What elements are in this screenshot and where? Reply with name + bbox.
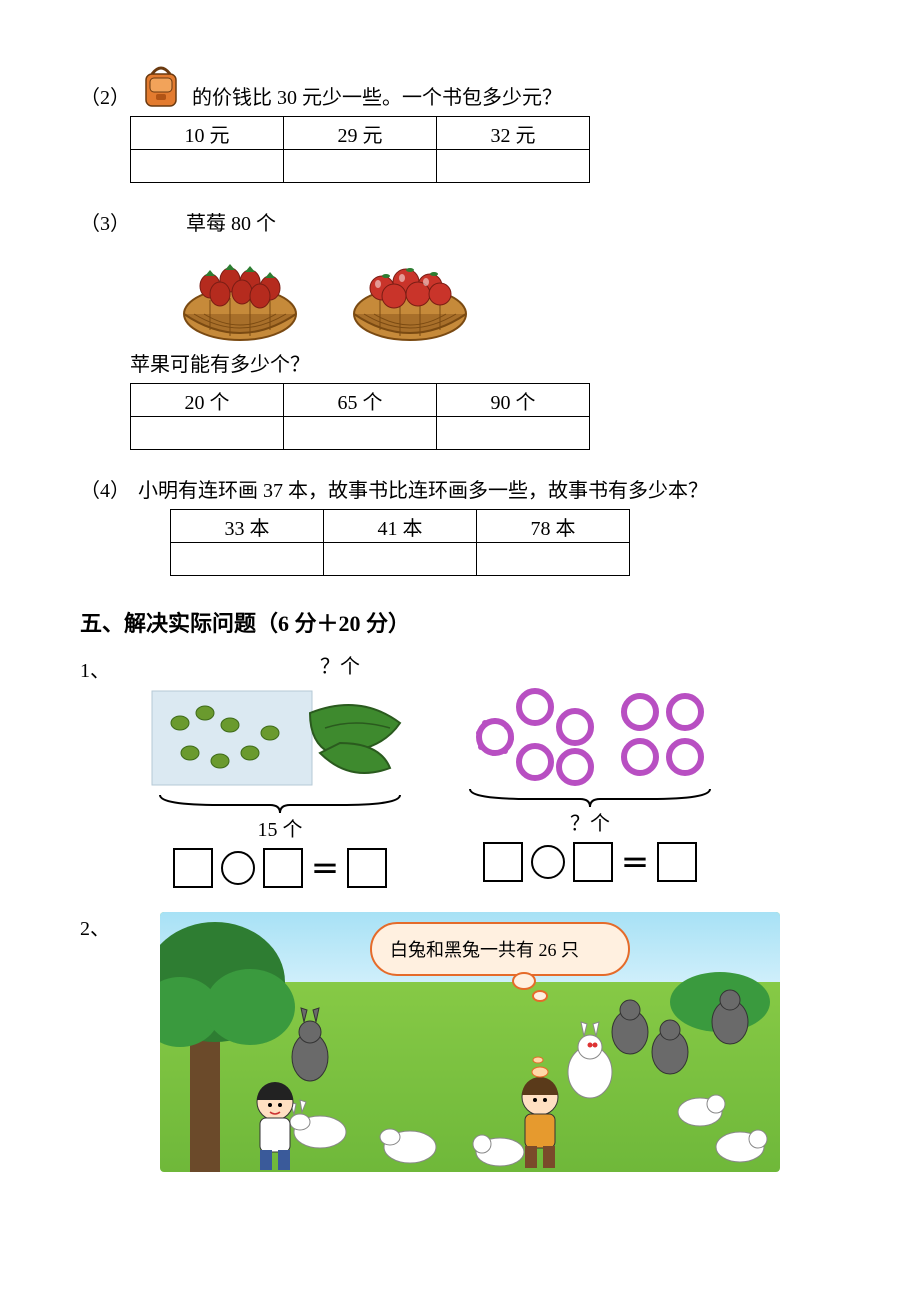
q4-text: 小明有连环画 37 本，故事书比连环画多一些，故事书有多少本？ bbox=[138, 474, 708, 503]
q2-number: （2） bbox=[80, 81, 130, 110]
q2-opt-1: 10 元 bbox=[131, 117, 284, 150]
q2-blank-1[interactable] bbox=[131, 150, 284, 183]
q4-opt-1: 33 本 bbox=[171, 510, 324, 543]
q3-number: （3） bbox=[80, 207, 130, 236]
question-2: （2） 的价钱比 30 元少一些。一个书包多少元？ 10 元 29 元 32 元 bbox=[80, 60, 840, 183]
q4-blank-2[interactable] bbox=[324, 543, 477, 576]
speech-bubble: 白兔和黑兔一共有 26 只 bbox=[370, 922, 630, 976]
rabbit-scene: 白兔和黑兔一共有 26 只 bbox=[160, 912, 780, 1172]
q3-question: 苹果可能有多少个？ bbox=[130, 348, 840, 377]
q4-blank-3[interactable] bbox=[477, 543, 630, 576]
q2-opt-2: 29 元 bbox=[284, 117, 437, 150]
q3-row: （3） 草莓 80 个 bbox=[80, 207, 840, 236]
p1-right-group: ？个 ＝ bbox=[460, 650, 720, 882]
section-5-title: 五、解决实际问题（6 分＋20 分） bbox=[80, 606, 840, 638]
q2-text: 的价钱比 30 元少一些。一个书包多少元？ bbox=[192, 81, 562, 110]
q2-blank-2[interactable] bbox=[284, 150, 437, 183]
baskets-row bbox=[170, 242, 840, 342]
eq-box[interactable] bbox=[483, 842, 523, 882]
eq-box[interactable] bbox=[347, 848, 387, 888]
p1-left-group: ？个 bbox=[150, 650, 410, 888]
question-3: （3） 草莓 80 个 bbox=[80, 207, 840, 450]
p1-left-top-label: ？个 bbox=[320, 650, 360, 679]
q3-table: 20 个 65 个 90 个 bbox=[130, 383, 590, 450]
problem-1: 1、 ？个 bbox=[80, 650, 840, 888]
q2-table: 10 元 29 元 32 元 bbox=[130, 116, 590, 183]
p1-left-bottom-label: 15 个 bbox=[258, 813, 303, 842]
eq-op[interactable] bbox=[221, 851, 255, 885]
p1-right-bottom-label: ？个 bbox=[570, 807, 610, 836]
p1-number: 1、 bbox=[80, 654, 110, 683]
q2-blank-3[interactable] bbox=[437, 150, 590, 183]
p2-number: 2、 bbox=[80, 912, 110, 941]
eq-box[interactable] bbox=[173, 848, 213, 888]
q4-number: （4） bbox=[80, 474, 130, 503]
q2-row: （2） 的价钱比 30 元少一些。一个书包多少元？ bbox=[80, 60, 840, 110]
q3-blank-2[interactable] bbox=[284, 417, 437, 450]
q4-table: 33 本 41 本 78 本 bbox=[170, 509, 630, 576]
eq-box[interactable] bbox=[263, 848, 303, 888]
q3-blank-3[interactable] bbox=[437, 417, 590, 450]
apple-basket-icon bbox=[340, 242, 480, 342]
p1-left-equation: ＝ bbox=[173, 848, 387, 888]
backpack-icon bbox=[138, 60, 184, 110]
question-4: （4） 小明有连环画 37 本，故事书比连环画多一些，故事书有多少本？ 33 本… bbox=[80, 474, 840, 576]
p1-right-equation: ＝ bbox=[483, 842, 697, 882]
q3-blank-1[interactable] bbox=[131, 417, 284, 450]
problem-2: 2、 bbox=[80, 912, 840, 1172]
equals-sign: ＝ bbox=[621, 842, 649, 882]
bubble-text: 白兔和黑兔一共有 26 只 bbox=[390, 940, 579, 960]
eq-box[interactable] bbox=[573, 842, 613, 882]
q3-opt-1: 20 个 bbox=[131, 384, 284, 417]
eq-op[interactable] bbox=[531, 845, 565, 879]
beans-icon bbox=[150, 683, 410, 793]
eq-box[interactable] bbox=[657, 842, 697, 882]
equals-sign: ＝ bbox=[311, 848, 339, 888]
bead-circles-icon bbox=[460, 677, 720, 787]
q3-opt-3: 90 个 bbox=[437, 384, 590, 417]
q2-opt-3: 32 元 bbox=[437, 117, 590, 150]
q3-label: 草莓 80 个 bbox=[186, 207, 276, 236]
strawberry-basket-icon bbox=[170, 242, 310, 342]
brace-icon bbox=[150, 793, 410, 813]
q4-blank-1[interactable] bbox=[171, 543, 324, 576]
q4-opt-3: 78 本 bbox=[477, 510, 630, 543]
q3-opt-2: 65 个 bbox=[284, 384, 437, 417]
brace-icon bbox=[460, 787, 720, 807]
q4-opt-2: 41 本 bbox=[324, 510, 477, 543]
